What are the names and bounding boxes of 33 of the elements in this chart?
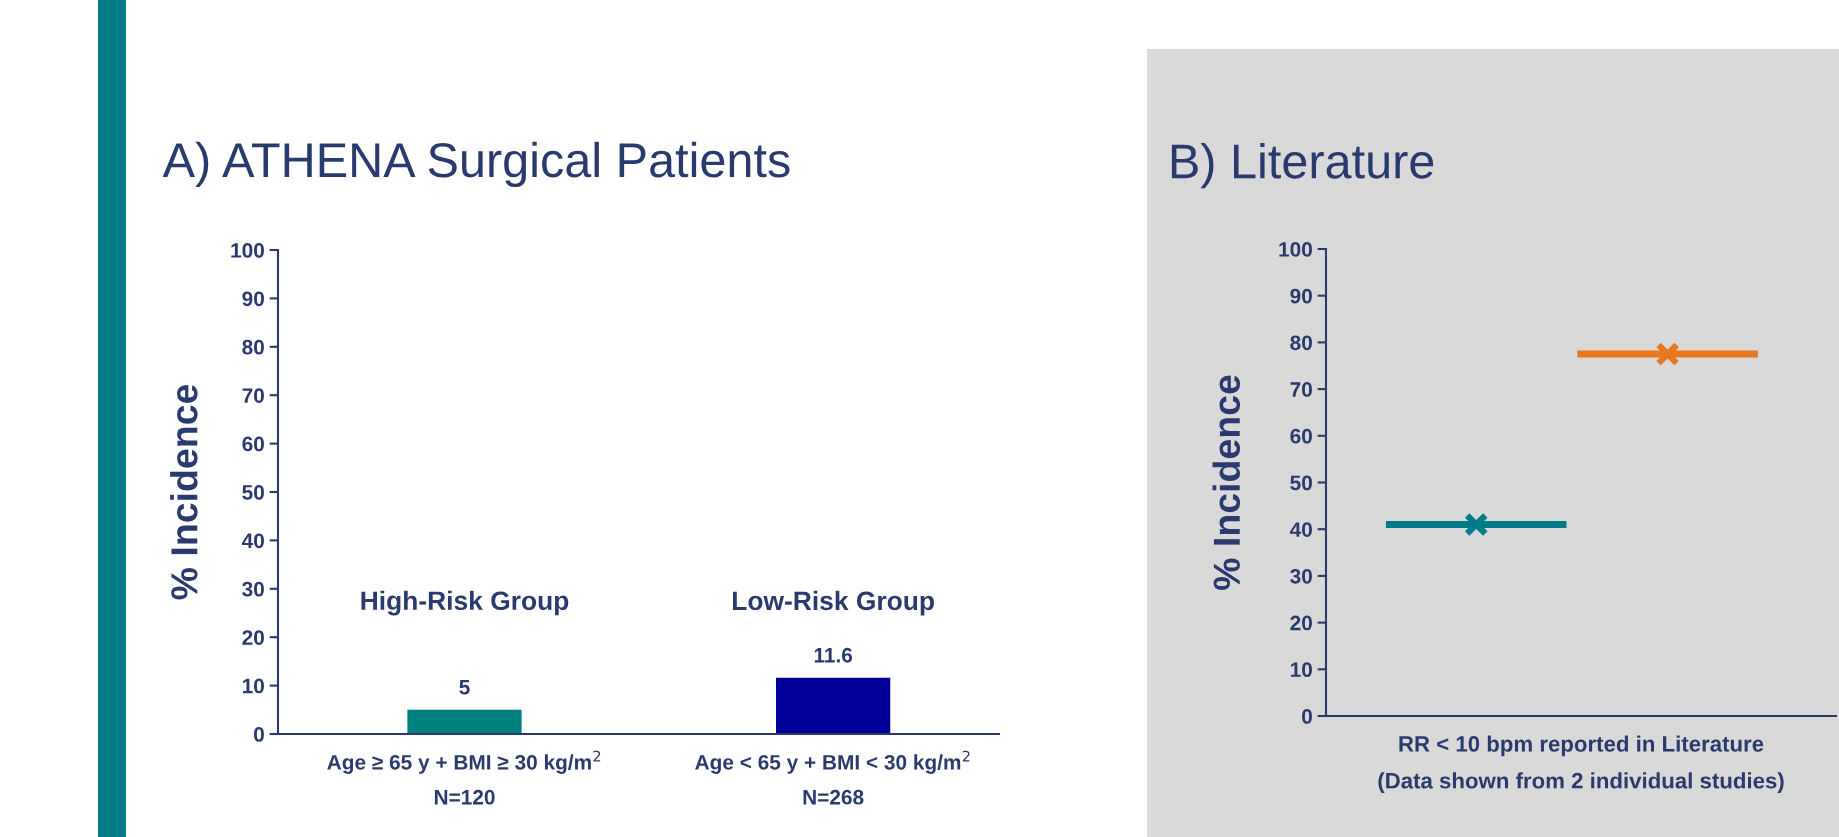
y-tick-label: 20 xyxy=(242,630,264,645)
category-label: Age ≥ 65 y + BMI ≥ 30 kg/m$^{2}$ N=120 xyxy=(327,750,601,805)
y-tick-label: 70 xyxy=(242,388,264,403)
y-tick-label: 90 xyxy=(1290,288,1312,304)
y-tick-label: 70 xyxy=(1290,382,1312,397)
y-tick-label: 50 xyxy=(1290,475,1312,491)
y-tick-label: 100 xyxy=(231,243,264,258)
data-label: 5 xyxy=(459,680,470,695)
y-tick-label: 30 xyxy=(1290,568,1312,584)
chart-title: B) Literature xyxy=(1171,142,1434,189)
y-tick-label: 10 xyxy=(1290,662,1312,678)
y-tick-label: 80 xyxy=(1290,335,1312,351)
category-label: Age < 65 y + BMI < 30 kg/m$^{2}$ N=268 xyxy=(695,750,970,805)
y-tick-label: 60 xyxy=(1290,428,1312,444)
x-axis-title: RR < 10 bpm reported in Literature (Data shown from 2 individual studies) xyxy=(1378,735,1784,793)
y-tick-label: 60 xyxy=(242,436,264,452)
annotation: High-Risk Group xyxy=(361,590,569,616)
y-axis-title: % Incidence xyxy=(1212,375,1241,590)
y-tick-label: 50 xyxy=(242,485,264,500)
y-tick-label: 80 xyxy=(242,339,264,355)
y-tick-label: 40 xyxy=(1289,522,1312,537)
y-tick-label: 40 xyxy=(241,533,264,549)
y-axis-title: % Incidence xyxy=(170,384,198,600)
annotation: Low-Risk Group xyxy=(733,590,934,616)
y-tick-label: 0 xyxy=(254,727,264,742)
chart-title: A) ATHENA Surgical Patients xyxy=(162,141,790,188)
y-tick-label: 0 xyxy=(1302,709,1312,724)
y-tick-label: 10 xyxy=(242,678,264,694)
data-label: 11.6 xyxy=(814,647,853,663)
y-tick-label: 100 xyxy=(1279,242,1312,257)
y-tick-label: 30 xyxy=(242,581,264,597)
y-tick-label: 90 xyxy=(242,291,264,307)
y-tick-label: 20 xyxy=(1290,615,1312,631)
